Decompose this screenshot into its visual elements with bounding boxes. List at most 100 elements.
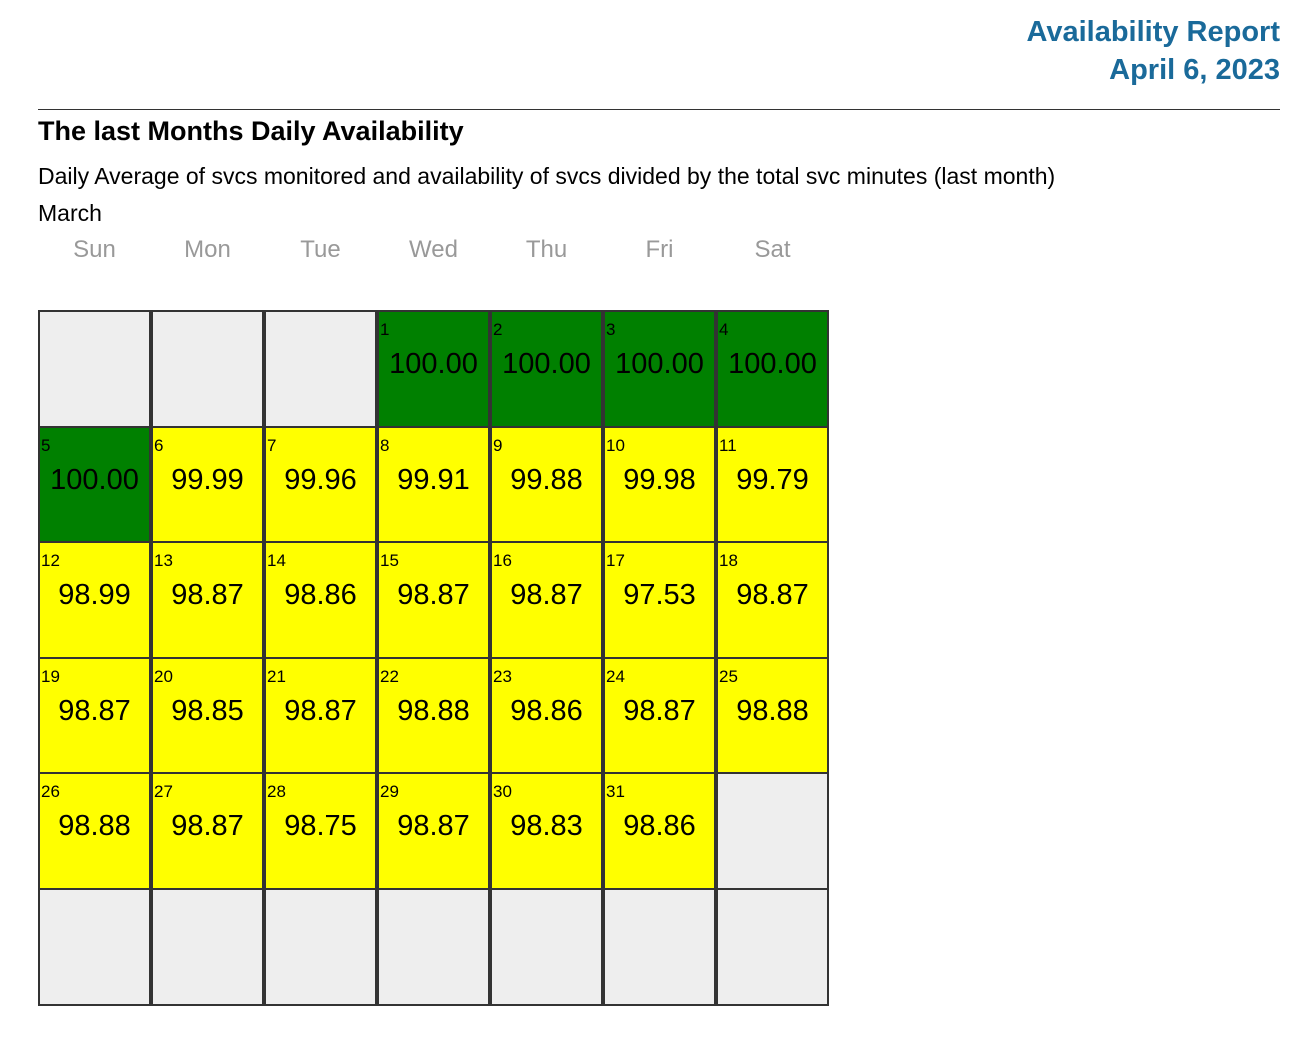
day-number: 13 xyxy=(154,551,173,571)
availability-value: 99.91 xyxy=(397,463,470,496)
day-number: 28 xyxy=(267,782,286,802)
day-cell: 4 100.00 xyxy=(716,310,829,428)
day-number: 22 xyxy=(380,666,399,686)
availability-value: 98.88 xyxy=(736,694,809,727)
day-number: 25 xyxy=(719,666,738,686)
report-title: Availability Report xyxy=(1026,16,1280,48)
availability-value: 100.00 xyxy=(389,348,478,380)
weekday-label: Sat xyxy=(754,236,791,263)
availability-value: 98.87 xyxy=(736,579,809,612)
day-cell: 12 98.99 xyxy=(38,541,151,659)
availability-value: 98.86 xyxy=(284,579,357,612)
day-number: 8 xyxy=(380,435,390,455)
day-number: 18 xyxy=(719,551,738,571)
day-cell: 19 98.87 xyxy=(38,656,151,775)
day-cell: 26 98.88 xyxy=(38,772,151,890)
availability-value: 100.00 xyxy=(50,463,139,496)
availability-value: 100.00 xyxy=(502,348,591,380)
empty-cell xyxy=(264,310,377,428)
empty-cell xyxy=(603,888,716,1006)
availability-value: 98.87 xyxy=(284,694,357,727)
empty-cell xyxy=(264,888,377,1006)
divider xyxy=(38,109,1280,110)
weekday-label: Fri xyxy=(645,236,674,263)
availability-value: 98.86 xyxy=(510,694,583,727)
day-number: 23 xyxy=(493,666,512,686)
availability-value: 98.88 xyxy=(58,810,131,843)
day-number: 4 xyxy=(719,320,729,339)
day-number: 11 xyxy=(719,435,737,455)
empty-cell xyxy=(490,888,603,1006)
day-number: 16 xyxy=(493,551,512,571)
day-cell: 7 99.96 xyxy=(264,425,377,544)
day-cell: 31 98.86 xyxy=(603,772,716,890)
availability-value: 99.98 xyxy=(623,463,696,496)
day-cell: 9 99.88 xyxy=(490,425,603,544)
day-cell: 27 98.87 xyxy=(151,772,264,890)
availability-value: 100.00 xyxy=(728,348,817,380)
day-cell: 25 98.88 xyxy=(716,656,829,775)
weekday-label: Thu xyxy=(525,236,568,263)
empty-cell xyxy=(716,772,829,890)
day-number: 31 xyxy=(606,782,625,802)
weekday-label: Wed xyxy=(409,236,458,263)
day-cell: 15 98.87 xyxy=(377,541,490,659)
availability-value: 99.96 xyxy=(284,463,357,496)
day-number: 17 xyxy=(606,551,625,571)
availability-value: 98.87 xyxy=(397,810,470,843)
availability-value: 97.53 xyxy=(623,579,696,612)
availability-value: 98.88 xyxy=(397,694,470,727)
availability-value: 98.87 xyxy=(171,579,244,612)
day-cell: 1 100.00 xyxy=(377,310,490,428)
day-number: 2 xyxy=(493,320,503,339)
availability-value: 99.79 xyxy=(736,463,809,496)
day-cell: 10 99.98 xyxy=(603,425,716,544)
availability-value: 98.87 xyxy=(397,579,470,612)
empty-cell xyxy=(38,310,151,428)
availability-value: 98.86 xyxy=(623,810,696,843)
day-number: 15 xyxy=(380,551,399,571)
availability-value: 98.75 xyxy=(284,810,357,843)
empty-cell xyxy=(151,888,264,1006)
day-number: 3 xyxy=(606,320,616,339)
report-date: April 6, 2023 xyxy=(1109,54,1280,86)
day-number: 7 xyxy=(267,435,277,455)
day-number: 30 xyxy=(493,782,512,802)
day-cell: 11 99.79 xyxy=(716,425,829,544)
day-cell: 3 100.00 xyxy=(603,310,716,428)
day-cell: 6 99.99 xyxy=(151,425,264,544)
availability-value: 100.00 xyxy=(615,348,704,380)
month-label: March xyxy=(38,200,102,226)
availability-value: 98.87 xyxy=(58,694,131,727)
day-cell: 21 98.87 xyxy=(264,656,377,775)
day-cell: 14 98.86 xyxy=(264,541,377,659)
day-cell: 29 98.87 xyxy=(377,772,490,890)
day-cell: 28 98.75 xyxy=(264,772,377,890)
day-number: 20 xyxy=(154,666,173,686)
day-number: 26 xyxy=(41,782,60,802)
day-number: 10 xyxy=(606,435,625,455)
day-number: 9 xyxy=(493,435,503,455)
day-cell: 17 97.53 xyxy=(603,541,716,659)
day-cell: 5 100.00 xyxy=(38,425,151,544)
empty-cell xyxy=(38,888,151,1006)
availability-value: 98.83 xyxy=(510,810,583,843)
weekday-label: Sun xyxy=(73,236,116,263)
day-cell: 16 98.87 xyxy=(490,541,603,659)
availability-value: 98.87 xyxy=(623,694,696,727)
availability-value: 98.85 xyxy=(171,694,244,727)
day-cell: 13 98.87 xyxy=(151,541,264,659)
availability-value: 98.87 xyxy=(510,579,583,612)
day-number: 14 xyxy=(267,551,286,571)
day-number: 6 xyxy=(154,435,164,455)
day-cell: 18 98.87 xyxy=(716,541,829,659)
weekday-label: Mon xyxy=(184,236,231,263)
day-number: 24 xyxy=(606,666,625,686)
day-cell: 24 98.87 xyxy=(603,656,716,775)
availability-value: 99.99 xyxy=(171,463,244,496)
day-cell: 23 98.86 xyxy=(490,656,603,775)
day-cell: 20 98.85 xyxy=(151,656,264,775)
empty-cell xyxy=(151,310,264,428)
